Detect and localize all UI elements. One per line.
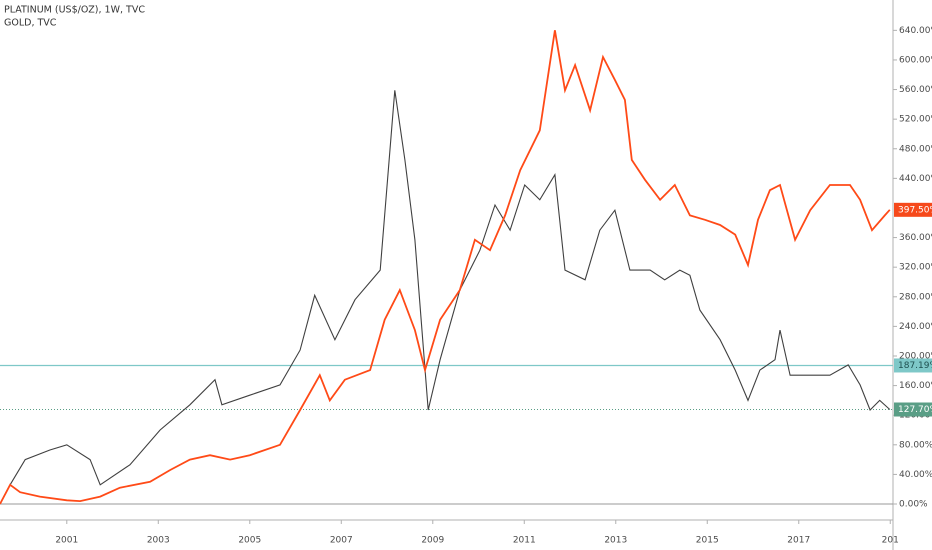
x-tick-label: 201 bbox=[882, 536, 899, 546]
y-tick-label: 640.00% bbox=[899, 26, 932, 36]
y-tick-label: 600.00% bbox=[899, 55, 932, 65]
y-tick-label: 560.00% bbox=[899, 85, 932, 95]
x-tick-label: 2009 bbox=[421, 536, 444, 546]
price-label: 397.50% bbox=[898, 205, 932, 215]
x-tick-label: 2013 bbox=[604, 536, 627, 546]
series-title: GOLD, TVC bbox=[4, 18, 57, 29]
y-tick-label: 240.00% bbox=[899, 322, 932, 332]
series-line bbox=[0, 30, 891, 505]
y-tick-label: 0.00% bbox=[899, 500, 928, 510]
y-tick-label: 40.00% bbox=[899, 470, 932, 480]
x-tick-label: 2011 bbox=[513, 536, 536, 546]
series-line bbox=[0, 90, 891, 505]
y-tick-label: 160.00% bbox=[899, 381, 932, 391]
price-label: 187.19% bbox=[898, 361, 932, 371]
x-tick-label: 2017 bbox=[787, 536, 810, 546]
price-label-box bbox=[894, 358, 932, 373]
y-tick-label: 480.00% bbox=[899, 144, 932, 154]
x-tick-label: 2005 bbox=[238, 536, 261, 546]
x-tick-label: 2007 bbox=[330, 536, 353, 546]
y-tick-label: 200.00% bbox=[899, 351, 932, 361]
y-tick-label: 440.00% bbox=[899, 174, 932, 184]
y-tick-label: 320.00% bbox=[899, 263, 932, 273]
x-tick-label: 2003 bbox=[147, 536, 170, 546]
x-tick-label: 2001 bbox=[55, 536, 78, 546]
series-title: PLATINUM (US$/OZ), 1W, TVC bbox=[4, 5, 145, 16]
price-label: 127.70% bbox=[898, 405, 932, 415]
y-tick-label: 520.00% bbox=[899, 115, 932, 125]
y-tick-label: 80.00% bbox=[899, 440, 932, 450]
y-tick-label: 280.00% bbox=[899, 292, 932, 302]
price-label-box bbox=[894, 402, 932, 417]
price-label-box bbox=[894, 202, 932, 217]
y-tick-label: 360.00% bbox=[899, 233, 932, 243]
x-tick-label: 2015 bbox=[696, 536, 719, 546]
